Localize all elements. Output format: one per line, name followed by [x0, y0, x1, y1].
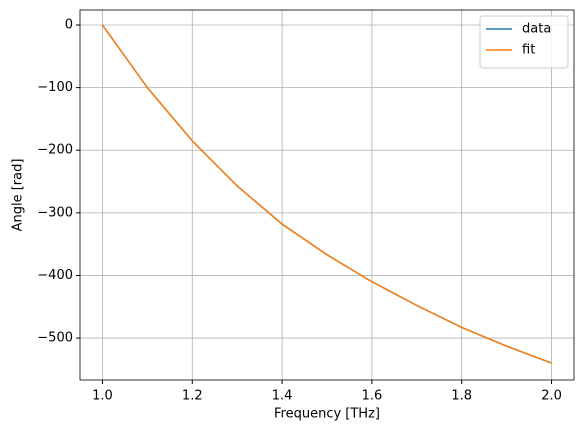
x-tick-label: 1.0: [92, 389, 113, 404]
y-tick-label: −400: [37, 268, 73, 283]
legend-label: fit: [522, 43, 535, 58]
y-tick-label: 0: [65, 18, 73, 33]
y-tick-label: −100: [37, 80, 73, 95]
legend-label: data: [522, 22, 551, 37]
x-tick-label: 2.0: [541, 389, 562, 404]
y-tick-label: −300: [37, 205, 73, 220]
y-axis-label: Angle [rad]: [11, 159, 26, 232]
y-tick-label: −500: [37, 331, 73, 346]
axes-frame: [79, 9, 575, 381]
x-tick-label: 1.4: [272, 389, 293, 404]
x-axis-label: Frequency [THz]: [274, 407, 380, 422]
y-tick-label: −200: [37, 143, 73, 158]
x-tick-label: 1.2: [182, 389, 203, 404]
line: [101, 24, 552, 364]
x-tick-label: 1.8: [451, 389, 472, 404]
x-tick-label: 1.6: [362, 389, 383, 404]
